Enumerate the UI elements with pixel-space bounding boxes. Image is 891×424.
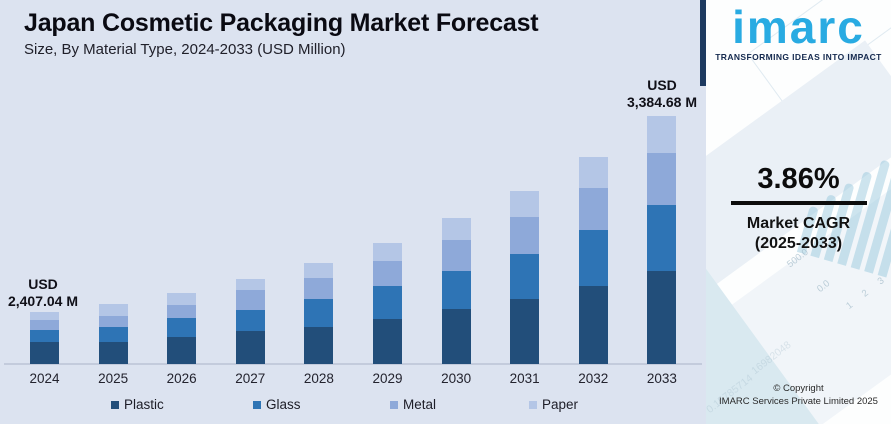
bar-segment-plastic: [167, 337, 197, 364]
legend-swatch-paper: [529, 400, 537, 409]
bar-2024: [30, 312, 59, 364]
cagr-period: (2025-2033): [754, 235, 843, 252]
x-axis-line: [4, 363, 702, 365]
bar-segment-metal: [647, 152, 677, 205]
legend-swatch-metal: [390, 400, 398, 409]
x-axis-label-2029: 2029: [372, 371, 403, 386]
bar-2027: [235, 279, 265, 364]
bar-segment-glass: [167, 318, 197, 337]
bar-segment-metal: [510, 217, 540, 254]
bar-segment-plastic: [304, 326, 334, 364]
legend-swatch-glass: [253, 400, 261, 409]
bar-segment-paper: [510, 191, 540, 217]
bar-2030: [441, 218, 471, 364]
legend-label: Paper: [542, 397, 579, 412]
bar-segment-metal: [235, 290, 265, 310]
cagr-value: 3.86%: [757, 163, 840, 195]
copyright-line2: IMARC Services Private Limited 2025: [719, 395, 878, 407]
legend-swatch-plastic: [111, 400, 119, 409]
legend-item-metal: Metal: [390, 397, 436, 412]
bar-segment-metal: [441, 240, 471, 271]
bar-segment-paper: [647, 116, 677, 153]
copyright: © Copyright IMARC Services Private Limit…: [706, 383, 891, 408]
legend-item-plastic: Plastic: [111, 397, 164, 412]
bar-segment-plastic: [578, 286, 608, 364]
cagr-underline: [730, 201, 867, 205]
x-axis-label-2027: 2027: [235, 371, 266, 386]
page-subtitle: Size, By Material Type, 2024-2033 (USD M…: [24, 41, 346, 58]
legend-item-paper: Paper: [529, 397, 578, 412]
chart-side: Japan Cosmetic Packaging Market Forecast…: [0, 0, 706, 424]
cagr-label: Market CAGR: [746, 215, 851, 232]
branding-panel: 500.0 0.0 1 2 3 4 16982048 0.15785714 im…: [706, 0, 891, 424]
cagr-block: 3.86% Market CAGR (2025-2033): [706, 163, 891, 254]
value-label-2024-currency: USD: [28, 276, 58, 292]
bar-segment-glass: [441, 271, 471, 309]
bar-2032: [578, 157, 608, 364]
bar-2031: [510, 191, 540, 364]
bar-segment-glass: [304, 299, 334, 327]
bar-segment-metal: [373, 260, 402, 286]
bar-2025: [98, 304, 128, 364]
x-axis-label-2032: 2032: [578, 371, 609, 386]
bar-segment-metal: [30, 319, 59, 330]
bar-segment-glass: [373, 286, 402, 319]
x-axis-label-2030: 2030: [441, 371, 472, 386]
bar-segment-plastic: [373, 318, 402, 364]
plot-area: USD 2,407.04 M USD 3,384.68 M 2024 2025 20…: [2, 77, 705, 386]
bar-segment-metal: [578, 188, 608, 230]
bar-segment-paper: [441, 218, 471, 240]
value-label-2033-currency: USD: [647, 77, 677, 93]
legend-item-glass: Glass: [253, 397, 301, 412]
bar-segment-paper: [304, 263, 334, 278]
panel-accent-bar: [700, 0, 706, 86]
x-axis-label-2026: 2026: [166, 371, 197, 386]
x-axis-label-2025: 2025: [98, 371, 129, 386]
bar-segment-paper: [373, 243, 402, 261]
bar-segment-paper: [578, 157, 608, 188]
bar-segment-paper: [98, 304, 128, 316]
bar-segment-plastic: [647, 270, 677, 364]
bar-segment-plastic: [441, 309, 471, 364]
bar-segment-plastic: [235, 331, 265, 364]
bar-segment-glass: [235, 309, 265, 331]
bar-segment-glass: [647, 205, 677, 271]
x-axis-label-2031: 2031: [509, 371, 540, 386]
bar-2028: [304, 263, 334, 364]
value-label-2024: USD 2,407.04 M: [2, 276, 84, 310]
bar-segment-paper: [235, 279, 265, 290]
x-axis-label-2028: 2028: [303, 371, 334, 386]
bar-segment-glass: [30, 329, 59, 342]
bar-segment-metal: [98, 315, 128, 327]
legend-label: Metal: [403, 397, 437, 412]
bar-segment-glass: [98, 327, 128, 342]
bar-segment-metal: [304, 278, 334, 299]
bar-segment-paper: [167, 293, 197, 305]
bar-segment-paper: [30, 312, 59, 320]
x-axis-label-2024: 2024: [29, 371, 60, 386]
copyright-line1: © Copyright: [773, 383, 824, 394]
value-label-2033-amount: 3,384.68 M: [626, 94, 698, 110]
bar-segment-metal: [167, 304, 197, 318]
legend-label: Glass: [266, 397, 301, 412]
x-axis-label-2033: 2033: [646, 371, 677, 386]
bar-segment-plastic: [98, 341, 128, 364]
bar-2033: [647, 116, 677, 364]
bar-segment-plastic: [510, 298, 540, 364]
legend-label: Plastic: [124, 397, 164, 412]
bar-2029: [373, 243, 402, 364]
imarc-wordmark: imarc: [732, 1, 865, 53]
imarc-tagline: TRANSFORMING IDEAS INTO IMPACT: [715, 52, 882, 63]
bar-segment-glass: [510, 253, 540, 299]
imarc-logo: imarc TRANSFORMING IDEAS INTO IMPACT: [706, 0, 891, 62]
bar-segment-plastic: [30, 342, 59, 364]
value-label-2024-amount: 2,407.04 M: [7, 293, 79, 309]
value-label-2033: USD 3,384.68 M: [619, 77, 705, 111]
bar-segment-glass: [578, 229, 608, 286]
legend: Plastic Glass Metal Paper: [0, 397, 706, 417]
page-title: Japan Cosmetic Packaging Market Forecast: [24, 9, 539, 37]
bar-2026: [167, 293, 197, 364]
